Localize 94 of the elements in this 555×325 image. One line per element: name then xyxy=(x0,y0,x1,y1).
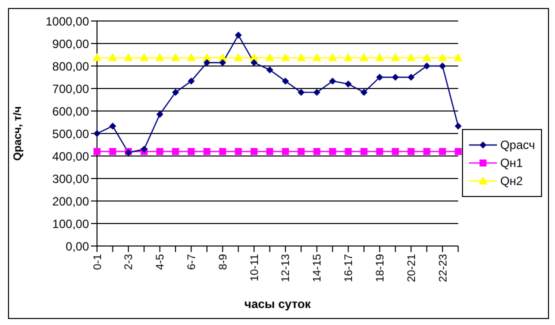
point xyxy=(298,88,305,96)
point xyxy=(94,130,100,137)
point xyxy=(109,122,116,130)
x-tick-label: 10-11 xyxy=(248,254,261,282)
point xyxy=(438,62,446,70)
point xyxy=(359,53,368,62)
point xyxy=(186,53,196,62)
x-tick-label: 8-9 xyxy=(217,254,230,270)
point xyxy=(108,53,118,62)
point xyxy=(376,148,384,155)
x-tick-label: 18-19 xyxy=(374,254,386,282)
point xyxy=(171,53,180,62)
point xyxy=(408,148,415,155)
point xyxy=(360,148,368,155)
point xyxy=(423,148,430,155)
point xyxy=(392,148,399,155)
point xyxy=(156,148,164,155)
point xyxy=(94,148,100,155)
point xyxy=(155,53,164,62)
point xyxy=(313,148,320,155)
point xyxy=(423,62,430,70)
y-tick-label: 0,00 xyxy=(66,239,90,254)
point xyxy=(454,148,462,155)
x-axis-title: часы суток xyxy=(244,297,312,311)
x-tick-label: 20-21 xyxy=(406,254,418,282)
point xyxy=(298,148,305,155)
point xyxy=(203,148,210,155)
point xyxy=(172,148,180,155)
point xyxy=(422,53,432,62)
point xyxy=(312,53,322,62)
point xyxy=(313,88,320,96)
point xyxy=(219,148,226,155)
legend-label: Qн2 xyxy=(500,174,523,188)
y-tick-label: 700,00 xyxy=(52,82,90,96)
point xyxy=(438,53,447,62)
point xyxy=(454,122,462,130)
point xyxy=(156,110,164,118)
y-tick-label: 200,00 xyxy=(52,194,90,208)
point xyxy=(188,78,195,85)
point xyxy=(344,53,353,62)
x-tick-label: 22-23 xyxy=(437,254,450,282)
point xyxy=(438,148,446,155)
point xyxy=(280,53,290,62)
y-tick-label: 300,00 xyxy=(52,172,90,186)
legend-label: Qн1 xyxy=(500,156,523,170)
point xyxy=(328,53,338,62)
point xyxy=(296,53,306,62)
x-tick-label: 2-3 xyxy=(123,254,136,270)
point xyxy=(266,66,274,74)
point xyxy=(282,148,289,155)
point xyxy=(203,59,210,66)
point xyxy=(140,146,148,153)
y-axis-title: Qрасч, т/ч xyxy=(12,106,24,161)
point xyxy=(344,80,352,88)
x-tick-label: 16-17 xyxy=(343,254,356,282)
y-tick-label: 1000,00 xyxy=(46,14,90,28)
point xyxy=(408,74,415,81)
point xyxy=(454,53,463,62)
point xyxy=(390,53,400,62)
point xyxy=(219,59,226,66)
y-tick-label: 900,00 xyxy=(52,36,90,51)
point xyxy=(375,53,384,62)
y-tick-label: 600,00 xyxy=(52,104,90,118)
point xyxy=(140,53,149,62)
point xyxy=(250,59,258,66)
point xyxy=(188,148,195,155)
y-tick-label: 100,00 xyxy=(52,216,90,231)
point xyxy=(109,148,116,155)
x-tick-label: 6-7 xyxy=(186,254,198,270)
x-tick-label: 0-1 xyxy=(92,254,104,270)
point xyxy=(376,74,384,81)
point xyxy=(282,78,289,85)
point xyxy=(392,74,399,81)
point xyxy=(360,88,368,96)
point xyxy=(234,148,242,155)
legend-label: Qрасч xyxy=(500,138,535,152)
point xyxy=(344,148,352,155)
point xyxy=(329,148,336,155)
point xyxy=(172,88,180,96)
point xyxy=(92,53,102,62)
point xyxy=(266,148,274,155)
y-tick-label: 800,00 xyxy=(52,59,90,74)
point xyxy=(265,53,274,62)
point xyxy=(406,53,416,62)
x-tick-label: 14-15 xyxy=(312,254,324,282)
point xyxy=(234,32,242,39)
y-tick-label: 400,00 xyxy=(52,149,90,164)
x-tick-label: 4-5 xyxy=(154,254,167,270)
point xyxy=(329,78,336,85)
point xyxy=(250,148,258,155)
point xyxy=(234,53,243,62)
x-tick-label: 12-13 xyxy=(280,254,292,282)
y-tick-label: 500,00 xyxy=(52,126,90,141)
point xyxy=(124,53,133,62)
